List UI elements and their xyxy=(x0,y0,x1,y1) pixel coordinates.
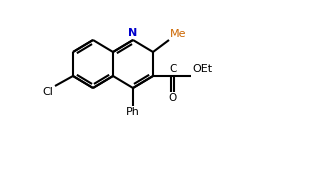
Text: Cl: Cl xyxy=(42,87,53,97)
Text: Ph: Ph xyxy=(126,107,140,117)
Text: O: O xyxy=(169,93,177,103)
Text: OEt: OEt xyxy=(192,65,212,75)
Text: N: N xyxy=(128,28,138,38)
Text: Me: Me xyxy=(170,29,187,39)
Text: C: C xyxy=(169,65,177,75)
